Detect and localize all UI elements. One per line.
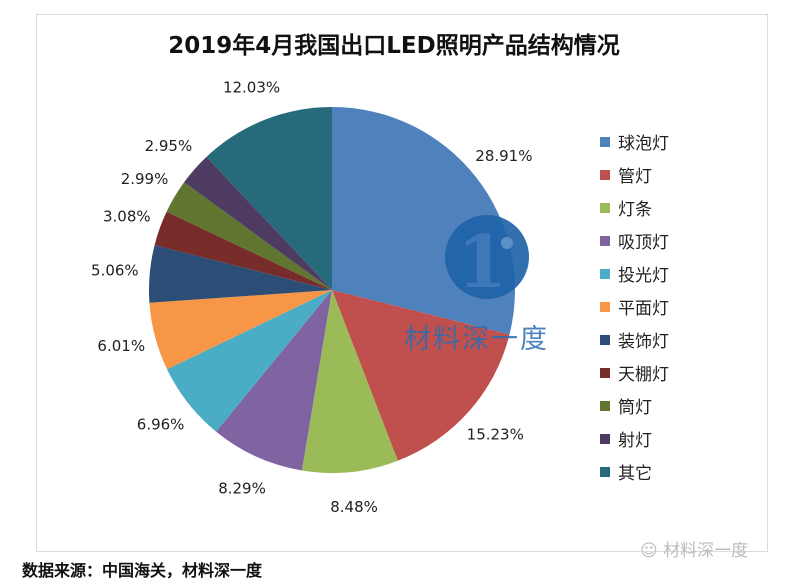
wechat-watermark: ☺ 材料深一度: [640, 541, 749, 561]
legend-item: 吸顶灯: [600, 224, 669, 257]
legend-swatch: [600, 235, 610, 246]
legend-label: 管灯: [618, 167, 652, 187]
chart-frame: [36, 14, 768, 552]
data-label: 5.06%: [91, 262, 139, 280]
chart-title: 2019年4月我国出口LED照明产品结构情况: [168, 33, 620, 59]
data-label: 15.23%: [467, 425, 524, 443]
pie-slice-10: [184, 156, 332, 290]
legend-label: 装饰灯: [618, 332, 669, 352]
legend-label: 其它: [618, 464, 652, 484]
legend-item: 筒灯: [600, 389, 669, 422]
wechat-icon: ☺: [640, 541, 664, 561]
legend-swatch: [600, 301, 610, 312]
legend-label: 射灯: [618, 431, 652, 451]
legend-label: 灯条: [618, 200, 652, 220]
legend-item: 射灯: [600, 422, 669, 455]
data-label: 6.96%: [137, 416, 185, 434]
data-label: 3.08%: [103, 207, 151, 225]
pie-slice-4: [216, 290, 332, 471]
data-label: 2.99%: [121, 170, 169, 188]
data-label: 28.91%: [475, 147, 532, 165]
legend-item: 平面灯: [600, 290, 669, 323]
legend-item: 天棚灯: [600, 356, 669, 389]
legend-swatch: [600, 367, 610, 378]
legend-swatch: [600, 268, 610, 279]
legend-swatch: [600, 202, 610, 213]
pie-slice-9: [166, 182, 332, 290]
data-label: 12.03%: [223, 78, 280, 96]
legend-item: 投光灯: [600, 257, 669, 290]
watermark-text: 材料深一度: [404, 324, 549, 355]
pie-slice-6: [149, 290, 332, 370]
legend-item: 装饰灯: [600, 323, 669, 356]
legend-item: 灯条: [600, 191, 669, 224]
legend-item: 管灯: [600, 158, 669, 191]
watermark-logo-glyph: 1: [457, 219, 507, 303]
legend-label: 天棚灯: [618, 365, 669, 385]
legend-swatch: [600, 169, 610, 180]
legend-label: 筒灯: [618, 398, 652, 418]
data-label: 6.01%: [97, 337, 145, 355]
pie-slice-2: [332, 290, 510, 461]
pie-slice-7: [149, 245, 332, 303]
legend-swatch: [600, 400, 610, 411]
legend-label: 吸顶灯: [618, 233, 669, 253]
pie-slice-8: [154, 211, 332, 290]
data-label: 2.95%: [145, 137, 193, 155]
legend: 球泡灯管灯灯条吸顶灯投光灯平面灯装饰灯天棚灯筒灯射灯其它: [600, 125, 669, 488]
legend-swatch: [600, 334, 610, 345]
pie-slice-11: [206, 106, 332, 290]
data-label: 8.48%: [330, 498, 378, 516]
legend-swatch: [600, 466, 610, 477]
legend-label: 球泡灯: [618, 134, 669, 154]
legend-label: 投光灯: [618, 266, 669, 286]
legend-item: 球泡灯: [600, 125, 669, 158]
legend-swatch: [600, 136, 610, 147]
data-label: 8.29%: [218, 480, 266, 498]
legend-label: 平面灯: [618, 299, 669, 319]
pie-slice-5: [167, 290, 332, 432]
source-note: 数据来源：中国海关，材料深一度: [22, 561, 263, 580]
watermark-logo: 1: [445, 215, 529, 303]
legend-item: 其它: [600, 455, 669, 488]
pie-slice-3: [301, 290, 398, 473]
legend-swatch: [600, 433, 610, 444]
